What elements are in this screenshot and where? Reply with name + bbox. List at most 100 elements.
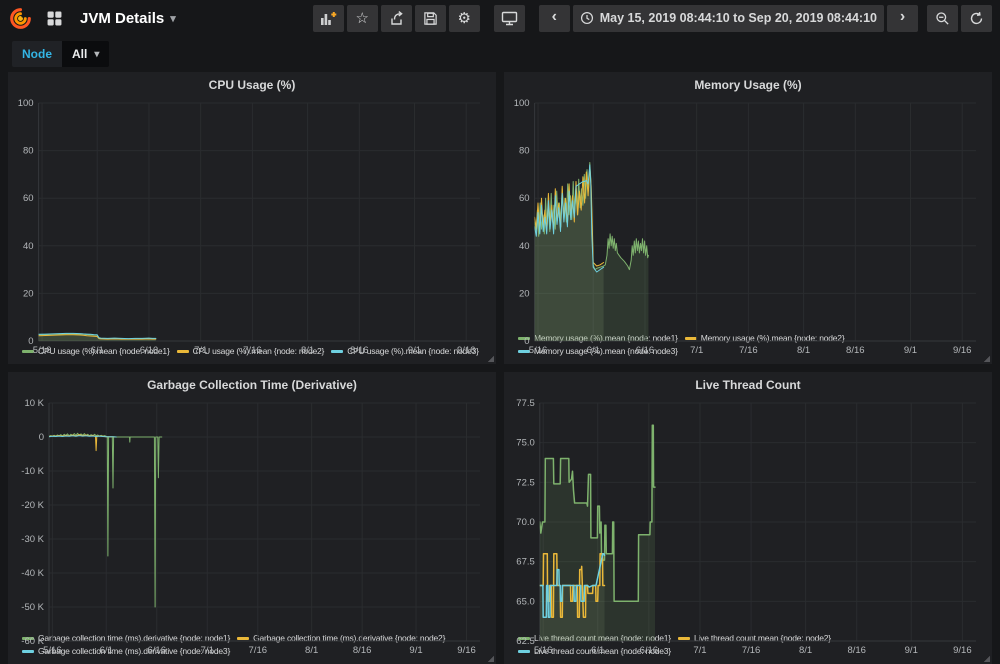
legend-series-swatch [237, 637, 250, 640]
star-button[interactable]: ☆ [346, 4, 378, 32]
graph-svg[interactable]: 77.5 75.0 72.5 70.0 67.5 65.0 62.55/16 6/1 6/16 7… [510, 395, 986, 657]
variable-label: Node [12, 41, 62, 67]
legend-item[interactable]: Garbage collection time (ms).derivative … [237, 632, 445, 645]
legend-series-swatch [518, 350, 530, 353]
legend-series-label: CPU usage (%).mean {node: node3} [347, 346, 479, 356]
caret-down-icon: ▾ [170, 12, 176, 25]
x-tick-label: 5/16 [534, 645, 553, 656]
x-tick-label: 7/1 [693, 645, 706, 656]
legend-item[interactable]: Live thread count.mean {node: node3} [518, 645, 671, 658]
series-line [38, 334, 157, 340]
refresh-icon [970, 11, 983, 24]
x-tick-label: 7/1 [690, 345, 703, 356]
graph-legend: Live thread count.mean {node: node1} Live… [510, 631, 986, 660]
legend-item[interactable]: CPU usage (%).mean {node: node3} [331, 345, 479, 358]
legend-series-swatch [518, 637, 530, 640]
x-tick-label: 8/16 [846, 345, 865, 356]
x-tick-label: 8/1 [305, 645, 318, 656]
graph-canvas[interactable]: 77.5 75.0 72.5 70.0 67.5 65.0 62.5 5/16 6/1 6/16 7… [510, 395, 986, 656]
time-range-picker[interactable]: May 15, 2019 08:44:10 to Sep 20, 2019 08… [572, 4, 884, 32]
graph-canvas[interactable]: 100 80 60 40 20 0 5/16 6/1 6/16 7/1 7/16 8/1 8/16 9/1… [14, 95, 490, 356]
series-line [539, 552, 606, 618]
plus-icon [331, 11, 337, 17]
panel-title[interactable]: CPU Usage (%) [208, 78, 296, 92]
legend-item[interactable]: Garbage collection time (ms).derivative … [22, 632, 230, 645]
legend-item[interactable]: Live thread count.mean {node: node2} [677, 632, 831, 645]
series-line [49, 435, 117, 438]
share-button[interactable] [380, 4, 412, 32]
zoom-out-button[interactable] [927, 4, 958, 32]
x-tick-label: 8/16 [350, 345, 369, 356]
graph-svg[interactable]: 10 K 0 -10 K -20 K -30 K -40 K -50 K -60 K5/16 6… [14, 395, 490, 657]
y-tick-label: 80 [519, 146, 530, 157]
x-tick-label: 6/1 [91, 345, 104, 356]
save-button[interactable] [414, 4, 446, 32]
y-tick-label: 65.0 [516, 596, 535, 607]
star-icon: ☆ [355, 9, 369, 27]
legend-item[interactable]: Garbage collection time (ms).derivative … [22, 645, 230, 658]
series-line [534, 164, 605, 273]
x-tick-label: 9/1 [904, 345, 917, 356]
x-tick-label: 9/16 [457, 645, 476, 656]
refresh-button[interactable] [961, 4, 992, 32]
series-fill [539, 553, 605, 641]
time-range-text: May 15, 2019 08:44:10 to Sep 20, 2019 08… [599, 11, 877, 25]
dashboards-grid-icon[interactable] [41, 5, 67, 31]
panel-title[interactable]: Memory Usage (%) [694, 78, 802, 92]
add-panel-button[interactable] [312, 4, 344, 32]
y-tick-label: 70.0 [516, 517, 535, 528]
legend-item[interactable]: CPU usage (%).mean {node: node2} [176, 345, 324, 358]
graph-svg[interactable]: 100 80 60 40 20 05/16 6/1 6/16 7/1 7/16 8/1 8/16 9/1… [14, 95, 490, 357]
x-tick-label: 6/16 [636, 345, 655, 356]
panel-title[interactable]: Garbage Collection Time (Derivative) [147, 378, 357, 392]
monitor-icon [501, 11, 517, 25]
y-tick-label: -60 K [21, 636, 44, 647]
legend-item[interactable]: Live thread count.mean {node: node1} [518, 632, 671, 645]
dashboard-title-dropdown[interactable]: JVM Details ▾ [76, 10, 180, 27]
template-variable-node[interactable]: Node All ▾ [12, 41, 110, 67]
legend-item[interactable]: Memory usage (%).mean {node: node1} [518, 332, 678, 345]
chevron-left-icon: ‹ [551, 8, 557, 25]
x-tick-label: 9/1 [408, 345, 421, 356]
graph-legend: Memory usage (%).mean {node: node1} Memor… [510, 331, 986, 360]
grafana-logo-icon[interactable] [8, 6, 32, 30]
x-tick-label: 9/16 [953, 645, 972, 656]
x-tick-label: 6/1 [100, 645, 113, 656]
legend-series-label: Live thread count.mean {node: node1} [534, 633, 671, 643]
cycle-view-button[interactable] [493, 4, 525, 32]
chevron-right-icon: › [899, 8, 906, 25]
panel-gc-time: Garbage Collection Time (Derivative) 10 … [8, 372, 496, 664]
legend-item[interactable]: CPU usage (%).mean {node: node1} [22, 345, 170, 358]
settings-button[interactable]: ⚙ [448, 4, 480, 32]
legend-series-swatch [518, 650, 530, 653]
y-tick-label: -30 K [21, 534, 44, 545]
panel-memory-usage: Memory Usage (%) 100 80 60 40 20 0 5/16 6/1 6/16… [504, 72, 992, 364]
legend-series-swatch [677, 637, 690, 640]
x-tick-label: 8/16 [847, 645, 866, 656]
x-tick-label: 6/16 [148, 645, 167, 656]
legend-series-label: Memory usage (%).mean {node: node2} [700, 333, 845, 343]
zoom-out-icon [936, 11, 949, 25]
y-tick-label: 80 [23, 146, 34, 157]
x-tick-label: 8/1 [797, 345, 810, 356]
graph-svg[interactable]: 100 80 60 40 20 05/16 6/1 6/16 7/1 7/16 8/1 8/16 9/1… [510, 95, 986, 357]
x-tick-label: 8/1 [301, 345, 314, 356]
time-back-button[interactable]: ‹ [538, 4, 570, 32]
panel-title[interactable]: Live Thread Count [695, 378, 801, 392]
graph-canvas[interactable]: 10 K 0 -10 K -20 K -30 K -40 K -50 K -60 K 5/16 6… [14, 395, 490, 656]
legend-item[interactable]: Memory usage (%).mean {node: node2} [684, 332, 845, 345]
legend-series-label: Memory usage (%).mean {node: node1} [534, 333, 678, 343]
legend-series-label: Live thread count.mean {node: node3} [534, 646, 671, 656]
variable-selected-value: All [72, 47, 88, 61]
time-forward-button[interactable]: › [887, 4, 918, 32]
graph-legend: CPU usage (%).mean {node: node1} CPU usag… [14, 344, 490, 360]
y-tick-label: 100 [18, 98, 34, 109]
x-tick-label: 5/16 [33, 345, 52, 356]
graph-legend: Garbage collection time (ms).derivative … [14, 631, 490, 660]
variable-value-dropdown[interactable]: All ▾ [62, 41, 110, 67]
y-tick-label: 0 [524, 336, 529, 347]
legend-item[interactable]: Memory usage (%).mean {node: node3} [518, 345, 678, 358]
y-tick-label: -20 K [21, 500, 44, 511]
caret-down-icon: ▾ [94, 48, 100, 60]
graph-canvas[interactable]: 100 80 60 40 20 0 5/16 6/1 6/16 7/1 7/16 8/1 8/16 9/1… [510, 95, 986, 356]
